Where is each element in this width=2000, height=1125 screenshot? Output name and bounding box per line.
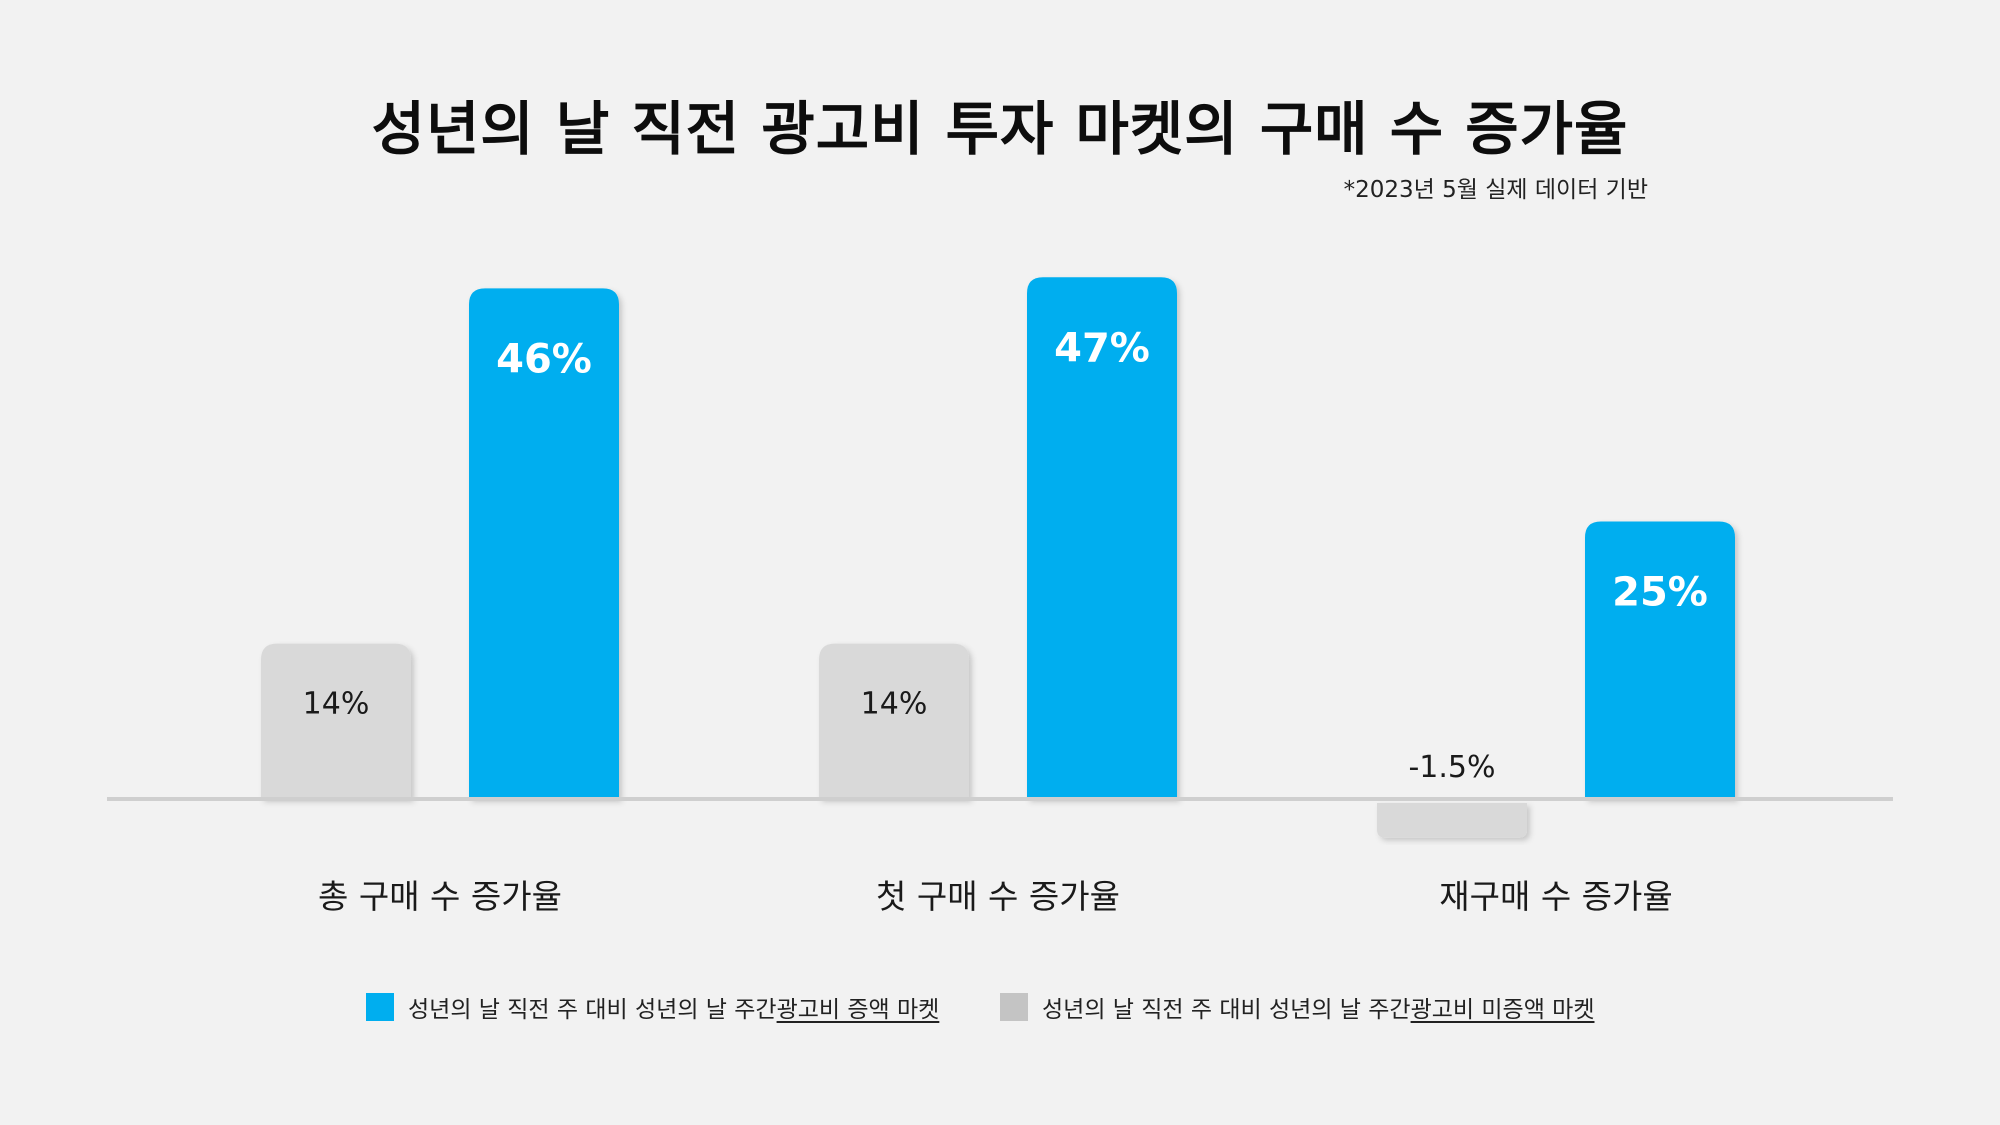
bar-not-increased-1	[261, 643, 411, 799]
legend-label-prefix: 성년의 날 직전 주 대비 성년의 날 주간	[1042, 997, 1411, 1023]
data-label: 14%	[861, 687, 928, 722]
bar-increased-1	[469, 288, 619, 799]
chart-title: 성년의 날 직전 광고비 투자 마켓의 구매 수 증가율	[371, 95, 1629, 163]
data-label: -1.5%	[1408, 750, 1495, 785]
legend-swatch-blue	[366, 993, 394, 1021]
bar-increased-2	[1027, 277, 1177, 799]
bar-not-increased-3	[1377, 803, 1527, 838]
bar-not-increased-2	[819, 643, 969, 799]
legend-item-increased: 성년의 날 직전 주 대비 성년의 날 주간 광고비 증액 마켓	[366, 990, 939, 1024]
legend-label-emphasis: 광고비 증액 마켓	[776, 997, 940, 1023]
category-label: 총 구매 수 증가율	[318, 877, 562, 916]
data-label: 14%	[303, 687, 370, 722]
legend-swatch-gray	[1000, 993, 1028, 1021]
category-label: 재구매 수 증가율	[1439, 877, 1673, 916]
data-label: 25%	[1612, 570, 1708, 616]
legend-label-emphasis: 광고비 미증액 마켓	[1410, 997, 1595, 1023]
data-label: 47%	[1054, 325, 1150, 371]
chart-subtitle: *2023년 5월 실제 데이터 기반	[1343, 177, 1648, 203]
data-label: 46%	[496, 336, 592, 382]
legend-label-prefix: 성년의 날 직전 주 대비 성년의 날 주간	[408, 997, 777, 1023]
bar-increased-3	[1585, 521, 1735, 799]
legend-item-not-increased: 성년의 날 직전 주 대비 성년의 날 주간 광고비 미증액 마켓	[1000, 990, 1594, 1024]
category-label: 첫 구매 수 증가율	[876, 877, 1120, 916]
